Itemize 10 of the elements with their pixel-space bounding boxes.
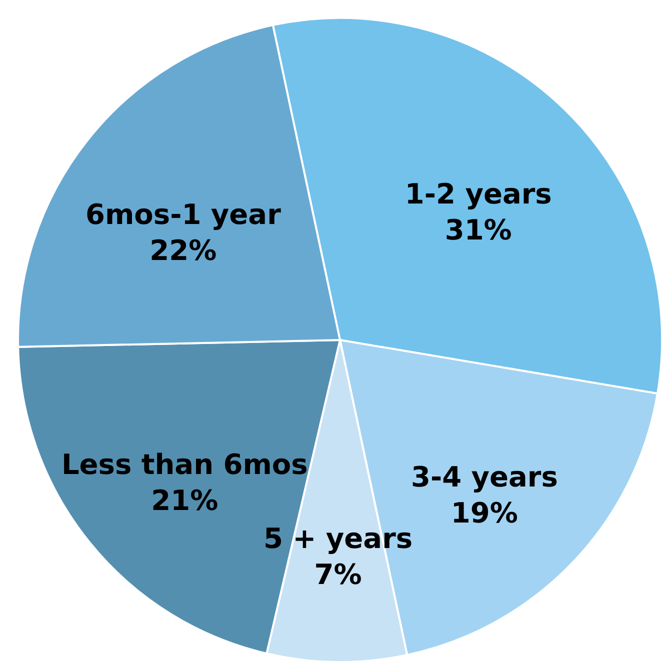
slice-label: 1-2 years [404,178,552,211]
data-label: 21% [151,484,218,517]
data-label: 22% [150,234,217,267]
slice-label: 6mos-1 year [86,198,282,231]
data-label: 19% [450,496,518,530]
slice-label: 5 + years [263,522,413,555]
slice-label: Less than 6mos [61,448,308,481]
data-label: 31% [444,214,512,247]
data-label: 7% [314,558,362,591]
slice-label: 3-4 years [410,460,558,494]
